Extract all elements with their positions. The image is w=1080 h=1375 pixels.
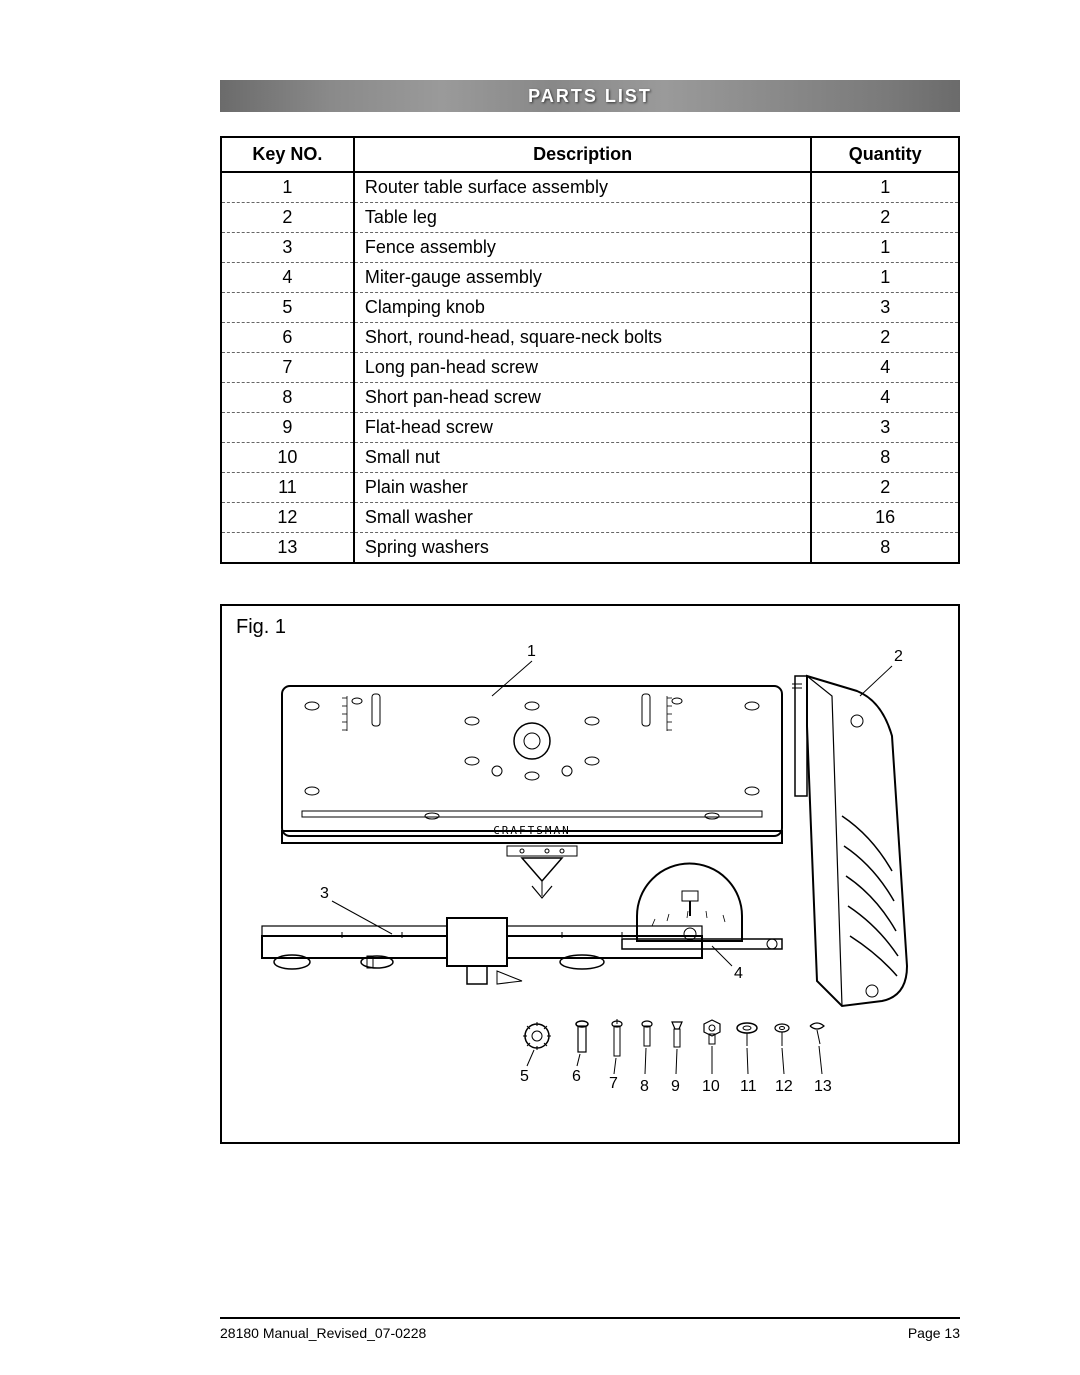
- cell-desc: Spring washers: [354, 533, 812, 564]
- table-row: 4Miter-gauge assembly1: [221, 263, 959, 293]
- table-row: 8Short pan-head screw4: [221, 383, 959, 413]
- cell-desc: Clamping knob: [354, 293, 812, 323]
- cell-key: 2: [221, 203, 354, 233]
- callout-7: 7: [609, 1075, 618, 1092]
- callout-3: 3: [320, 885, 329, 902]
- cell-key: 8: [221, 383, 354, 413]
- cell-desc: Long pan-head screw: [354, 353, 812, 383]
- cell-desc: Router table surface assembly: [354, 172, 812, 203]
- cell-desc: Small washer: [354, 503, 812, 533]
- cell-qty: 1: [811, 263, 959, 293]
- cell-qty: 8: [811, 443, 959, 473]
- callout-6: 6: [572, 1068, 581, 1085]
- callouts: 1 2 3 4 5 6 7 8 9 10: [320, 643, 903, 1095]
- col-header-key: Key NO.: [221, 137, 354, 172]
- brand-text: CRAFTSMAN: [493, 824, 571, 837]
- parts-diagram: CRAFTSMAN: [242, 636, 922, 1126]
- callout-10: 10: [702, 1078, 720, 1095]
- callout-9: 9: [671, 1078, 680, 1095]
- table-row: 6Short, round-head, square-neck bolts2: [221, 323, 959, 353]
- page: PARTS LIST Key NO. Description Quantity …: [0, 0, 1080, 1375]
- footer-right: Page 13: [908, 1325, 960, 1341]
- table-row: 7Long pan-head screw4: [221, 353, 959, 383]
- cell-key: 12: [221, 503, 354, 533]
- table-row: 3Fence assembly1: [221, 233, 959, 263]
- cell-key: 6: [221, 323, 354, 353]
- footer-left: 28180 Manual_Revised_07-0228: [220, 1325, 426, 1341]
- page-footer: 28180 Manual_Revised_07-0228 Page 13: [220, 1325, 960, 1341]
- cell-key: 4: [221, 263, 354, 293]
- hardware-row: [523, 1019, 824, 1056]
- callout-8: 8: [640, 1078, 649, 1095]
- guard: [507, 846, 577, 898]
- cell-key: 5: [221, 293, 354, 323]
- cell-qty: 2: [811, 323, 959, 353]
- table-row: 10Small nut8: [221, 443, 959, 473]
- cell-desc: Plain washer: [354, 473, 812, 503]
- cell-qty: 2: [811, 473, 959, 503]
- cell-key: 11: [221, 473, 354, 503]
- callout-13: 13: [814, 1078, 832, 1095]
- cell-qty: 1: [811, 172, 959, 203]
- parts-table: Key NO. Description Quantity 1Router tab…: [220, 136, 960, 564]
- table-row: 12Small washer16: [221, 503, 959, 533]
- cell-key: 3: [221, 233, 354, 263]
- table-row: 1Router table surface assembly1: [221, 172, 959, 203]
- cell-desc: Fence assembly: [354, 233, 812, 263]
- callout-12: 12: [775, 1078, 793, 1095]
- footer-rule: [220, 1317, 960, 1319]
- table-row: 9Flat-head screw3: [221, 413, 959, 443]
- table-row: 5Clamping knob3: [221, 293, 959, 323]
- section-header: PARTS LIST: [220, 80, 960, 112]
- cell-qty: 4: [811, 353, 959, 383]
- cell-desc: Short, round-head, square-neck bolts: [354, 323, 812, 353]
- cell-desc: Miter-gauge assembly: [354, 263, 812, 293]
- cell-qty: 8: [811, 533, 959, 564]
- cell-key: 10: [221, 443, 354, 473]
- callout-4: 4: [734, 965, 743, 982]
- cell-qty: 2: [811, 203, 959, 233]
- callout-1: 1: [527, 643, 536, 660]
- callout-2: 2: [894, 648, 903, 665]
- router-table-surface: CRAFTSMAN: [282, 686, 782, 843]
- callout-5: 5: [520, 1068, 529, 1085]
- cell-qty: 1: [811, 233, 959, 263]
- cell-desc: Flat-head screw: [354, 413, 812, 443]
- table-row: 11Plain washer2: [221, 473, 959, 503]
- cell-qty: 4: [811, 383, 959, 413]
- cell-key: 1: [221, 172, 354, 203]
- section-title: PARTS LIST: [528, 86, 652, 107]
- table-header-row: Key NO. Description Quantity: [221, 137, 959, 172]
- cell-qty: 3: [811, 413, 959, 443]
- col-header-qty: Quantity: [811, 137, 959, 172]
- cell-key: 9: [221, 413, 354, 443]
- table-leg: [792, 676, 907, 1006]
- col-header-desc: Description: [354, 137, 812, 172]
- cell-desc: Short pan-head screw: [354, 383, 812, 413]
- table-row: 2Table leg2: [221, 203, 959, 233]
- cell-desc: Small nut: [354, 443, 812, 473]
- cell-desc: Table leg: [354, 203, 812, 233]
- cell-qty: 16: [811, 503, 959, 533]
- table-row: 13Spring washers8: [221, 533, 959, 564]
- figure-box: Fig. 1: [220, 604, 960, 1144]
- callout-11: 11: [740, 1078, 757, 1095]
- cell-key: 7: [221, 353, 354, 383]
- cell-qty: 3: [811, 293, 959, 323]
- cell-key: 13: [221, 533, 354, 564]
